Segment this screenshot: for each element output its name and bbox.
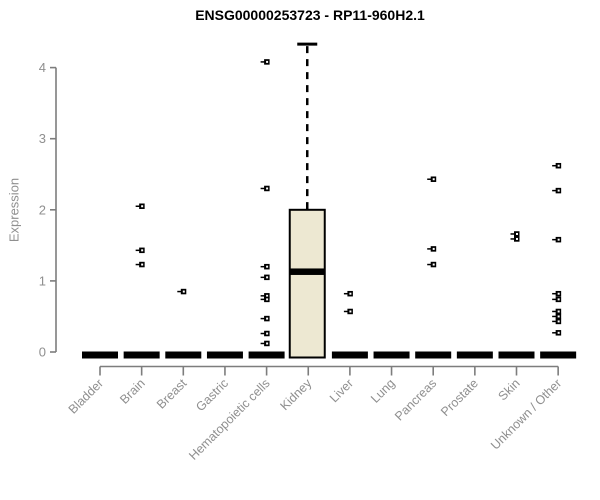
box: [288, 208, 326, 359]
outlier-point-center: [266, 60, 269, 63]
outlier-point-center: [557, 320, 560, 323]
x-tick-label: Breast: [154, 376, 190, 412]
y-tick-label: 2: [39, 202, 46, 217]
outlier-point-center: [266, 332, 269, 335]
zero-bar: [82, 351, 118, 359]
x-tick-label: Pancreas: [392, 376, 439, 423]
outlier-point-center: [266, 187, 269, 190]
x-tick-label: Bladder: [66, 376, 106, 416]
outlier-point-center: [349, 292, 352, 295]
x-tick-label: Unknown / Other: [488, 376, 564, 452]
outlier-point-center: [266, 298, 269, 301]
y-tick-label: 0: [39, 345, 46, 360]
y-tick-label: 3: [39, 131, 46, 146]
x-tick-label: Gastric: [193, 376, 231, 414]
outlier-point-center: [557, 331, 560, 334]
zero-bar: [248, 351, 285, 359]
outlier-point-center: [516, 237, 518, 240]
outlier-point-center: [557, 164, 560, 167]
outlier-point-center: [432, 178, 435, 181]
x-tick-label: Brain: [117, 376, 148, 407]
median-line: [289, 268, 325, 275]
outlier-point-center: [266, 342, 269, 345]
zero-bar: [123, 351, 160, 359]
x-tick-label: Kidney: [277, 376, 314, 413]
outlier-point-center: [516, 232, 518, 235]
x-tick-label: Hematopoietic cells: [186, 376, 273, 463]
outlier-point-center: [557, 238, 560, 241]
outlier-point-center: [557, 292, 560, 295]
x-tick-label: Liver: [327, 376, 356, 405]
outlier-point-center: [432, 263, 435, 266]
x-tick-label: Lung: [368, 376, 398, 406]
outlier-point-center: [432, 247, 435, 250]
outlier-point-center: [349, 310, 352, 313]
zero-bar: [165, 351, 202, 359]
outlier-point-center: [557, 298, 560, 301]
outlier-point-center: [266, 294, 269, 297]
x-tick-label: Prostate: [438, 376, 481, 419]
outlier-point-center: [141, 249, 144, 252]
outlier-point-center: [266, 265, 269, 268]
zero-bar: [373, 351, 410, 359]
zero-bar: [498, 351, 535, 359]
outlier-point-center: [266, 317, 269, 320]
zero-bar: [456, 351, 493, 359]
outlier-point-center: [141, 205, 144, 208]
outlier-point-center: [557, 310, 560, 313]
zero-bar: [206, 351, 243, 359]
outlier-point-center: [557, 315, 560, 318]
y-tick-label: 4: [39, 60, 46, 75]
chart-title: ENSG00000253723 - RP11-960H2.1: [195, 7, 425, 23]
outlier-point-center: [266, 276, 269, 279]
zero-bar: [331, 351, 368, 359]
y-tick-label: 1: [39, 273, 46, 288]
zero-bar: [540, 351, 577, 359]
outlier-point-center: [182, 290, 185, 293]
outlier-point-center: [557, 189, 560, 192]
zero-bar: [415, 351, 452, 359]
x-tick-label: Skin: [496, 376, 523, 403]
outlier-point-center: [141, 263, 144, 266]
